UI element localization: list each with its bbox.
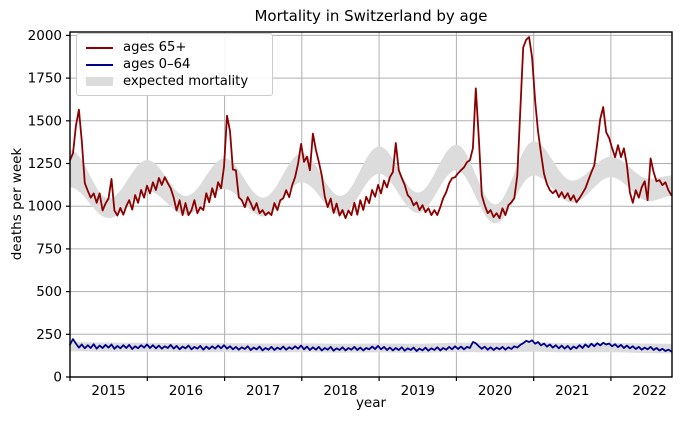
x-tick-label: 2019	[401, 383, 435, 399]
legend-entry-expected-mortality: expected mortality	[86, 73, 262, 90]
x-tick-label: 2020	[478, 383, 512, 399]
series-lines	[69, 36, 673, 353]
legend-line-swatch-box	[86, 46, 113, 49]
y-tick-label: 750	[36, 241, 62, 257]
y-tick-label: 1750	[28, 71, 62, 87]
y-tick-label: 500	[36, 284, 62, 300]
axis-ticks	[66, 34, 612, 381]
legend-label-expected-mortality: expected mortality	[123, 73, 249, 89]
series-line-0	[69, 36, 673, 220]
x-axis-label: year	[355, 395, 387, 411]
legend-line-swatch-box	[86, 63, 113, 66]
legend-entry-ages-65plus: ages 65+	[86, 39, 262, 56]
y-tick-label: 0	[53, 370, 62, 386]
legend-swatch-expected-mortality	[86, 77, 113, 86]
y-tick-label: 1250	[28, 156, 62, 172]
y-tick-label: 2000	[28, 28, 62, 44]
expected-mortality-bands	[70, 141, 672, 354]
x-tick-label: 2017	[246, 383, 280, 399]
series-line-1	[69, 338, 673, 353]
legend-swatch-ages-0-64	[86, 63, 113, 66]
x-tick-label: 2015	[91, 383, 125, 399]
y-axis-label: deaths per week	[9, 147, 25, 261]
legend-entry-ages-0-64: ages 0–64	[86, 56, 262, 73]
x-tick-label: 2016	[169, 383, 203, 399]
x-tick-label: 2022	[632, 383, 666, 399]
expected-mortality-band-0	[70, 141, 672, 224]
legend-swatch-ages-65plus	[86, 46, 113, 49]
tick-labels: 0 250 500 750 1000 1250 1500 1750 2000 2015 2016 20…	[28, 28, 667, 399]
x-tick-label: 2021	[555, 383, 589, 399]
legend: ages 65+ ages 0–64 expected mortality	[76, 33, 273, 96]
legend-label-ages-0-64: ages 0–64	[123, 56, 191, 72]
y-tick-label: 1000	[28, 199, 62, 215]
x-tick-label: 2018	[323, 383, 357, 399]
y-tick-label: 250	[36, 327, 62, 343]
legend-label-ages-65plus: ages 65+	[123, 39, 187, 55]
chart-title: Mortality in Switzerland by age	[254, 7, 488, 25]
y-tick-label: 1500	[28, 113, 62, 129]
legend-patch-swatch-box	[86, 77, 113, 86]
axes-spines	[69, 31, 673, 378]
